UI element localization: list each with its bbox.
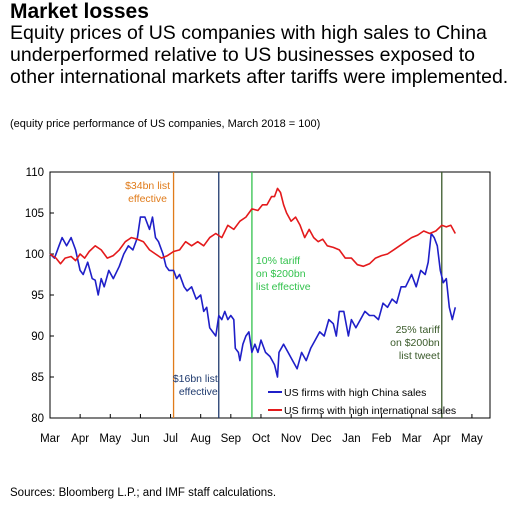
series-lines: [49, 187, 457, 378]
x-tick-label: May: [99, 433, 121, 445]
event-annotation: on $200bn: [390, 337, 440, 349]
x-tick-label: Mar: [40, 433, 60, 445]
y-tick-label: 100: [25, 249, 44, 261]
event-annotation: 25% tariff: [396, 324, 440, 336]
chart-subtitle: Equity prices of US companies with high …: [10, 22, 509, 88]
event-annotation: on $200bn: [256, 268, 306, 280]
x-axis: Mar Apr May Jun Jul Aug Sep Oct Nov Dec Jan Feb Mar A…: [40, 414, 483, 445]
event-annotation: 10% tariff: [256, 255, 300, 267]
chart-title: Market losses: [10, 0, 149, 23]
y-tick-label: 105: [25, 208, 44, 220]
y-tick-label: 85: [31, 372, 44, 384]
plot-border: [49, 171, 491, 419]
x-tick-label: Nov: [281, 433, 302, 445]
event-annotation: effective: [128, 193, 167, 205]
event-annotation: list tweet: [399, 350, 440, 362]
event-annotation: effective: [179, 386, 218, 398]
legend-label: US firms with high China sales: [284, 387, 426, 399]
x-tick-label: Jul: [163, 433, 178, 445]
x-tick-label: Apr: [71, 433, 89, 445]
x-tick-label: Jan: [342, 433, 361, 445]
event-annotation: $34bn list: [125, 180, 170, 192]
series-line: [49, 187, 457, 268]
series-line: [49, 216, 457, 378]
x-tick-label: Oct: [252, 433, 271, 445]
chart-unit-note: (equity price performance of US companie…: [10, 118, 321, 130]
x-tick-label: Jun: [131, 433, 150, 445]
event-annotation: $16bn list: [173, 373, 218, 385]
x-tick-label: Mar: [402, 433, 422, 445]
x-tick-label: Aug: [190, 433, 210, 445]
y-tick-label: 110: [26, 167, 44, 179]
source-note: Sources: Bloomberg L.P.; and IMF staff c…: [10, 487, 277, 499]
legend: US firms with high China sales US firms w…: [268, 387, 456, 417]
x-tick-label: Apr: [433, 433, 451, 445]
y-axis: 80 85 90 95 100 105 110: [25, 167, 54, 425]
y-tick-label: 80: [31, 413, 44, 425]
event-annotation: list effective: [256, 281, 311, 293]
y-tick-label: 95: [31, 290, 44, 302]
x-tick-label: Feb: [372, 433, 392, 445]
x-tick-label: Sep: [221, 433, 241, 445]
x-tick-label: Dec: [311, 433, 332, 445]
plot-area: [49, 171, 491, 419]
legend-label: US firms with high international sales: [284, 405, 456, 417]
x-tick-label: May: [461, 433, 483, 445]
y-tick-label: 90: [31, 331, 44, 343]
